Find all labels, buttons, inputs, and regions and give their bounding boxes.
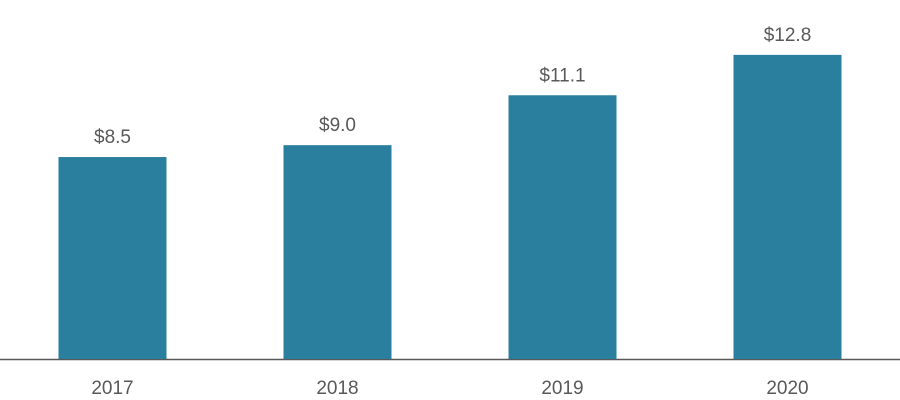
bar [733,54,842,359]
value-label: $8.5 [94,127,131,148]
x-tick-label: 2018 [316,378,358,399]
value-label: $9.0 [319,115,356,136]
x-tick-label: 2020 [766,378,808,399]
value-label: $12.8 [764,25,812,46]
bar [58,157,167,359]
value-label: $11.1 [539,65,585,86]
bar [283,145,392,359]
x-tick-label: 2019 [541,378,583,399]
x-tick-label: 2017 [91,378,133,399]
bar [508,95,617,359]
